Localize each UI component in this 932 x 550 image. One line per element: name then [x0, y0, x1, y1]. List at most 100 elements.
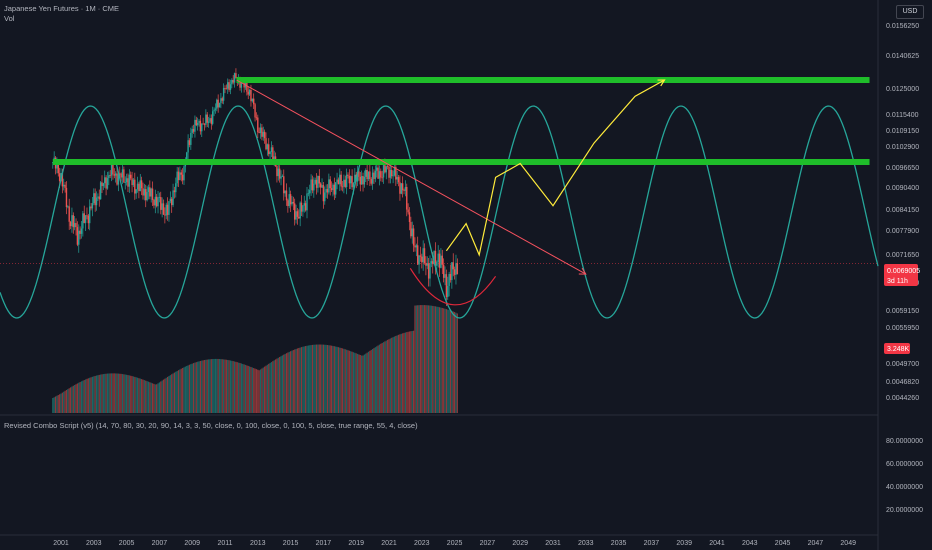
- candle-body: [177, 171, 180, 181]
- volume-bar: [445, 309, 447, 413]
- volume-bar: [419, 305, 422, 413]
- candle-body: [310, 179, 312, 191]
- candle-body: [306, 193, 308, 211]
- candle-body: [124, 182, 126, 184]
- candle-body: [425, 263, 427, 266]
- volume-bar: [242, 363, 244, 413]
- volume-bar: [191, 363, 193, 413]
- candle-body: [369, 171, 371, 179]
- candle-body: [255, 117, 258, 119]
- volume-bar: [145, 380, 147, 413]
- candle-body: [90, 206, 92, 209]
- volume-bar: [208, 359, 210, 413]
- volume-bar: [216, 358, 218, 413]
- volume-bar: [94, 375, 96, 413]
- volume-bar: [165, 377, 167, 413]
- volume-bar: [283, 354, 285, 413]
- currency-button[interactable]: USD: [896, 5, 924, 19]
- volume-bar: [389, 338, 391, 413]
- volume-bar: [199, 360, 201, 413]
- candle-body: [322, 185, 325, 202]
- volume-bar: [225, 359, 227, 413]
- time-tick-label: 2011: [217, 540, 232, 547]
- candle-body: [168, 201, 170, 215]
- candle-body: [142, 188, 144, 196]
- volume-bar: [86, 378, 88, 413]
- candle-body: [333, 184, 336, 195]
- candle-body: [392, 175, 394, 177]
- candle-body: [415, 245, 418, 248]
- volume-bar: [320, 344, 322, 413]
- candle-body: [299, 202, 301, 219]
- candle-body: [400, 183, 402, 194]
- support-lines: [52, 77, 870, 165]
- volume-bar: [67, 389, 69, 413]
- volume-bar: [387, 339, 389, 413]
- price-tick-label: 0.0090400: [886, 185, 919, 192]
- candle-body: [120, 173, 122, 178]
- volume-bar: [132, 376, 135, 413]
- candle-body: [343, 179, 345, 187]
- volume-bar: [60, 393, 62, 413]
- volume-bar: [158, 382, 160, 413]
- volume-bar: [64, 390, 66, 413]
- candle-body: [298, 216, 300, 219]
- candle-body: [278, 168, 281, 179]
- volume-bar: [447, 309, 449, 413]
- candle-body: [155, 196, 158, 207]
- candle-body: [198, 120, 200, 123]
- candle-body: [106, 178, 109, 189]
- time-tick-label: 2037: [644, 540, 660, 547]
- volume-bar: [179, 369, 181, 413]
- volume-bar: [249, 366, 251, 413]
- volume-bar: [309, 345, 311, 413]
- volume-bar: [162, 379, 165, 413]
- volume-bar: [313, 344, 315, 413]
- volume-label: Vol: [4, 14, 15, 23]
- candle-body: [421, 256, 423, 263]
- volume-bar: [382, 342, 385, 413]
- candle-body: [359, 176, 361, 185]
- candle-body: [362, 176, 364, 185]
- time-tick-label: 2029: [512, 540, 528, 547]
- volume-bar: [444, 308, 446, 413]
- indicator-tick-label: 60.0000000: [886, 461, 923, 468]
- volume-bar: [138, 378, 140, 413]
- candle-body: [370, 178, 372, 184]
- candle-body: [229, 84, 232, 90]
- volume-bar: [290, 351, 292, 413]
- volume-bar: [63, 391, 65, 413]
- volume-bar: [355, 353, 357, 413]
- candle-body: [373, 172, 375, 179]
- candle-body: [295, 211, 297, 220]
- candle-body: [127, 178, 129, 187]
- candle-body: [270, 147, 273, 152]
- volume-bar: [89, 377, 91, 413]
- volume-bar: [361, 355, 363, 413]
- candle-body: [325, 188, 327, 193]
- volume-bar: [408, 331, 411, 413]
- candle-body: [313, 183, 315, 191]
- volume-bar: [429, 305, 431, 413]
- candle-body: [217, 99, 219, 108]
- time-tick-label: 2019: [348, 540, 364, 547]
- volume-bar: [452, 311, 454, 413]
- candle-body: [418, 255, 420, 265]
- candle-body: [288, 194, 290, 207]
- candle-body: [117, 173, 120, 185]
- volume-bar: [172, 373, 174, 413]
- candle-body: [381, 177, 383, 179]
- candle-body: [65, 187, 68, 208]
- volume-bar: [328, 345, 330, 413]
- candle-body: [64, 184, 66, 188]
- volume-bar: [438, 307, 441, 413]
- candle-body: [269, 151, 271, 155]
- candle-body: [422, 248, 424, 263]
- volume-bar: [105, 373, 107, 413]
- volume-bar: [153, 383, 155, 413]
- volume-bar: [315, 344, 318, 413]
- volume-bar: [402, 333, 404, 413]
- volume-bar: [214, 358, 217, 413]
- volume-bar: [106, 373, 109, 413]
